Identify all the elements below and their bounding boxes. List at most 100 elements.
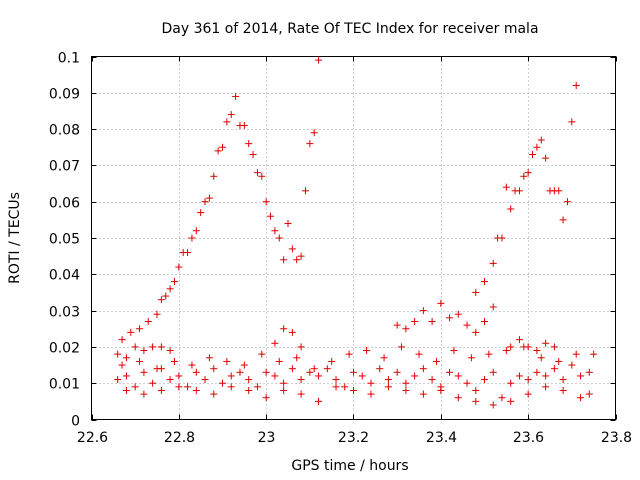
x-tick-label: 23.8 [601,430,632,446]
data-point [253,383,261,391]
y-tick-label: 0.07 [49,159,80,175]
data-point [345,350,353,358]
data-point [284,219,292,227]
data-point [306,368,314,376]
data-point [384,376,392,384]
data-point [524,390,532,398]
data-point [398,343,406,351]
data-point [253,169,261,177]
data-point [481,278,488,286]
data-point [533,368,541,376]
data-point [118,336,126,344]
data-point [472,397,480,405]
data-point [157,296,165,304]
data-point [249,151,257,159]
data-point [498,394,506,402]
data-point [498,234,506,242]
data-point [122,386,130,394]
data-point [481,317,488,325]
data-point [131,343,139,351]
data-point [210,365,218,373]
data-point [520,172,528,180]
data-point [537,136,545,144]
data-point [136,325,144,333]
data-point [288,365,296,373]
data-point [214,147,222,155]
x-axis-label: GPS time / hours [291,458,408,474]
data-point [419,365,427,373]
data-point [114,350,122,358]
data-point [542,339,550,347]
data-point [467,354,475,362]
data-point [537,354,545,362]
data-point [184,249,192,257]
data-point [293,256,301,264]
data-point [515,187,523,195]
data-point [223,357,231,365]
data-point [262,198,270,206]
data-point [489,368,497,376]
data-point [507,397,515,405]
data-point [542,383,550,391]
data-point [472,288,480,296]
x-tick-label: 22.8 [164,430,195,446]
data-point [585,390,593,398]
data-point [555,187,563,195]
data-point [550,365,558,373]
data-point [315,56,323,64]
data-point [481,376,488,384]
data-point [258,172,266,180]
data-point [384,383,392,391]
data-point [577,394,585,402]
x-tick-label: 23.4 [426,430,457,446]
data-point [446,314,454,322]
data-point [367,379,375,387]
data-point [293,354,301,362]
data-point [201,376,209,384]
data-point [533,143,541,151]
data-point [555,357,563,365]
data-point [350,386,357,394]
data-point [550,343,558,351]
data-point [402,325,410,333]
data-point [380,354,388,362]
chart-title: Day 361 of 2014, Rate Of TEC Index for r… [161,21,538,37]
data-point [280,325,288,333]
data-point [328,357,336,365]
data-point [524,376,532,384]
data-point [280,379,288,387]
data-point [585,368,593,376]
data-point [520,343,528,351]
data-point [275,357,283,365]
data-point [563,198,571,206]
data-point [432,357,440,365]
data-point [140,368,148,376]
data-point [240,121,248,129]
data-point [258,350,266,358]
axis-ticks [91,56,617,421]
data-point [376,365,384,373]
data-point [454,394,462,402]
data-point [301,187,309,195]
data-point [227,372,235,380]
data-point [197,209,205,217]
data-point [280,386,288,394]
data-point [136,357,144,365]
data-point [572,82,580,90]
data-point [577,372,585,380]
data-point [149,379,157,387]
data-point [157,343,165,351]
data-point [227,383,235,391]
data-point [310,365,318,373]
data-point [533,347,541,355]
data-point [529,151,537,159]
y-tick-label: 0.1 [58,51,80,67]
data-point [271,372,279,380]
data-point [175,263,183,271]
data-point [188,234,196,242]
data-point [205,354,213,362]
x-tick-label: 23.2 [338,430,369,446]
data-point [122,372,130,380]
x-axis-tick-labels: 22.6 22.8 23 23.2 23.4 23.6 23.8 [77,430,632,446]
